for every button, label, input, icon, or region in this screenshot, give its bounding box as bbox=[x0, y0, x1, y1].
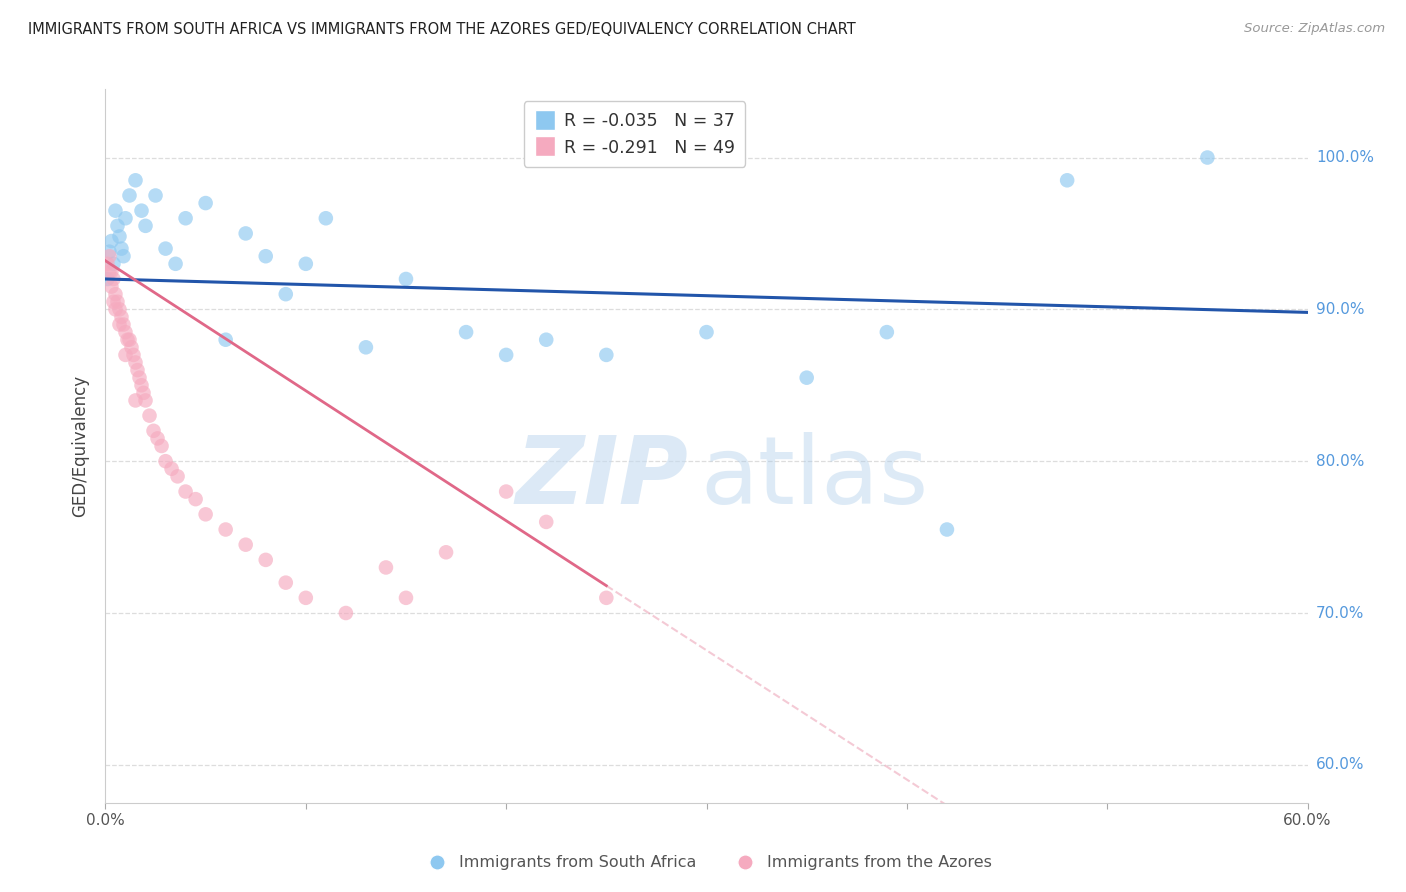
Point bbox=[434, 545, 457, 559]
Point bbox=[135, 219, 157, 233]
Y-axis label: GED/Equivalency: GED/Equivalency bbox=[72, 375, 90, 517]
Point bbox=[96, 272, 118, 286]
Point bbox=[131, 378, 153, 392]
Point bbox=[534, 515, 557, 529]
Point bbox=[194, 508, 217, 522]
Point bbox=[127, 363, 149, 377]
Point bbox=[395, 272, 418, 286]
Point bbox=[1056, 173, 1078, 187]
Text: 100.0%: 100.0% bbox=[1316, 150, 1374, 165]
Point bbox=[138, 409, 160, 423]
Point bbox=[104, 302, 127, 317]
Point bbox=[124, 173, 146, 187]
Point bbox=[108, 302, 131, 317]
Point bbox=[107, 294, 129, 309]
Point bbox=[96, 257, 118, 271]
Point bbox=[108, 318, 131, 332]
Point bbox=[395, 591, 418, 605]
Point bbox=[165, 257, 187, 271]
Point bbox=[142, 424, 165, 438]
Text: 90.0%: 90.0% bbox=[1316, 301, 1364, 317]
Point bbox=[155, 242, 177, 256]
Point bbox=[214, 333, 236, 347]
Point bbox=[495, 348, 517, 362]
Point bbox=[98, 249, 121, 263]
Point bbox=[132, 385, 155, 400]
Point bbox=[121, 340, 143, 354]
Point bbox=[534, 333, 557, 347]
Point bbox=[104, 287, 127, 301]
Point bbox=[124, 355, 146, 369]
Point bbox=[98, 264, 121, 278]
Point bbox=[117, 333, 139, 347]
Point bbox=[174, 484, 197, 499]
Point bbox=[374, 560, 398, 574]
Point bbox=[796, 370, 818, 384]
Point bbox=[100, 234, 122, 248]
Text: ZIP: ZIP bbox=[516, 432, 689, 524]
Point bbox=[696, 325, 718, 339]
Point bbox=[1197, 151, 1219, 165]
Point bbox=[254, 553, 277, 567]
Point bbox=[114, 348, 136, 362]
Point bbox=[274, 575, 297, 590]
Text: 60.0%: 60.0% bbox=[1316, 757, 1364, 772]
Point bbox=[166, 469, 188, 483]
Point bbox=[103, 294, 125, 309]
Point bbox=[103, 272, 125, 286]
Point bbox=[315, 211, 337, 226]
Point bbox=[114, 211, 136, 226]
Point bbox=[194, 196, 217, 211]
Point bbox=[155, 454, 177, 468]
Text: IMMIGRANTS FROM SOUTH AFRICA VS IMMIGRANTS FROM THE AZORES GED/EQUIVALENCY CORRE: IMMIGRANTS FROM SOUTH AFRICA VS IMMIGRAN… bbox=[28, 22, 856, 37]
Point bbox=[295, 257, 318, 271]
Point bbox=[110, 242, 132, 256]
Point bbox=[495, 484, 517, 499]
Point bbox=[146, 431, 169, 445]
Text: Source: ZipAtlas.com: Source: ZipAtlas.com bbox=[1244, 22, 1385, 36]
Point bbox=[98, 244, 121, 259]
Point bbox=[235, 538, 257, 552]
Point bbox=[122, 348, 145, 362]
Point bbox=[150, 439, 173, 453]
Point bbox=[160, 462, 183, 476]
Text: 70.0%: 70.0% bbox=[1316, 606, 1364, 621]
Point bbox=[135, 393, 157, 408]
Point bbox=[118, 188, 141, 202]
Point bbox=[354, 340, 377, 354]
Point bbox=[254, 249, 277, 263]
Point bbox=[118, 333, 141, 347]
Point bbox=[108, 229, 131, 244]
Point bbox=[454, 325, 477, 339]
Point bbox=[114, 325, 136, 339]
Point bbox=[112, 318, 135, 332]
Point bbox=[124, 393, 146, 408]
Point bbox=[174, 211, 197, 226]
Point bbox=[235, 227, 257, 241]
Point bbox=[112, 249, 135, 263]
Point bbox=[104, 203, 127, 218]
Text: 80.0%: 80.0% bbox=[1316, 454, 1364, 468]
Point bbox=[128, 370, 150, 384]
Point bbox=[100, 279, 122, 293]
Point bbox=[214, 523, 236, 537]
Legend: Immigrants from South Africa, Immigrants from the Azores: Immigrants from South Africa, Immigrants… bbox=[415, 849, 998, 877]
Point bbox=[274, 287, 297, 301]
Point bbox=[936, 523, 959, 537]
Point bbox=[595, 591, 617, 605]
Point bbox=[107, 219, 129, 233]
Point bbox=[595, 348, 617, 362]
Point bbox=[131, 203, 153, 218]
Point bbox=[876, 325, 898, 339]
Point bbox=[110, 310, 132, 324]
Point bbox=[103, 257, 125, 271]
Point bbox=[335, 606, 357, 620]
Point bbox=[184, 492, 207, 507]
Point bbox=[295, 591, 318, 605]
Text: atlas: atlas bbox=[700, 432, 929, 524]
Point bbox=[145, 188, 167, 202]
Point bbox=[100, 264, 122, 278]
